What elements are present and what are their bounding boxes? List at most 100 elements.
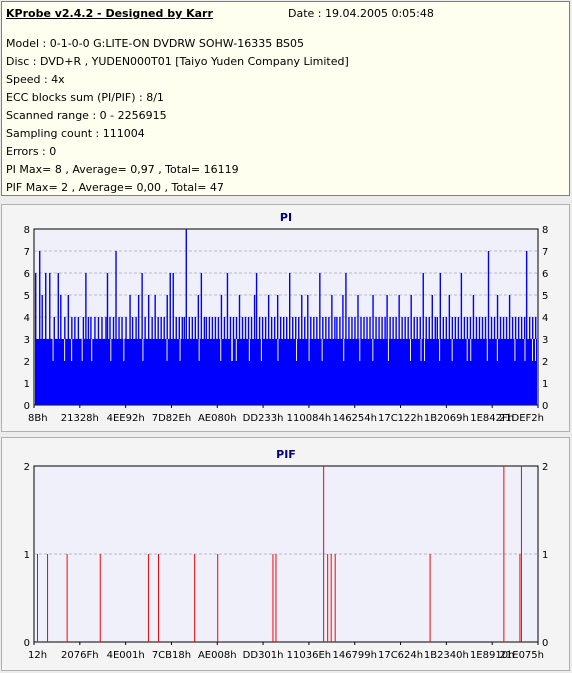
pi-bar	[419, 317, 421, 339]
range-line: Scanned range : 0 - 2256915	[6, 109, 167, 122]
pi-dip	[235, 339, 237, 361]
pi-dip	[296, 339, 298, 361]
pi-bar	[357, 295, 359, 339]
pi-bar	[531, 317, 534, 339]
pi-bar	[466, 317, 469, 339]
pi-bar	[115, 251, 117, 339]
pi-ytick-right: 2	[542, 357, 548, 368]
pi-bar	[493, 317, 496, 339]
pi-bar	[395, 317, 397, 339]
pi-bar	[169, 273, 171, 339]
pi-ytick-left: 7	[24, 247, 30, 258]
pif-ytick-left: 0	[24, 638, 30, 649]
pi-bar	[523, 317, 526, 339]
pi-bar	[74, 317, 76, 339]
pif-xtick-label: 1E8910h	[470, 650, 514, 661]
pi-bar	[478, 317, 481, 339]
pi-dip	[534, 339, 536, 361]
pif-ytick-left: 2	[24, 462, 30, 473]
pif-xtick-label: 7CB18h	[152, 650, 191, 661]
pi-bar	[238, 295, 241, 339]
pi-bar	[416, 317, 418, 339]
pif-ytick-right: 2	[542, 462, 548, 473]
pi-bar	[319, 273, 321, 339]
pi-bar	[250, 317, 253, 339]
pi-dip	[123, 339, 125, 361]
pi-bar	[178, 317, 180, 339]
pi-ytick-left: 0	[24, 401, 30, 412]
pi-ytick-left: 6	[24, 269, 30, 280]
pi-bar	[160, 317, 162, 339]
pi-bar	[53, 317, 55, 339]
pi-bar	[144, 317, 146, 339]
pi-dip	[71, 339, 73, 361]
pi-bar	[451, 317, 454, 339]
pi-bar	[188, 317, 191, 339]
pi-title: PI	[280, 211, 292, 224]
pif-xtick-label: 11036Eh	[287, 650, 331, 661]
pi-bar	[375, 317, 377, 339]
pi-dip	[231, 339, 233, 361]
pi-bar	[325, 317, 327, 339]
pi-dip	[451, 339, 453, 361]
pi-bar	[434, 317, 436, 339]
pi-bar	[313, 317, 315, 339]
pi-bar	[425, 317, 427, 339]
pi-bar	[45, 273, 47, 339]
pi-xtick-label: 1B2069h	[424, 413, 469, 424]
pi-bar	[200, 273, 203, 339]
pi-bar	[279, 317, 282, 339]
disc-line: Disc : DVD+R , YUDEN000T01 [Taiyo Yuden …	[6, 55, 349, 68]
pi-dip	[110, 339, 112, 361]
pi-dip	[308, 339, 310, 361]
pi-bar	[137, 295, 140, 339]
pi-bar	[157, 317, 159, 339]
app-title: KProbe v2.4.2 - Designed by Karr	[6, 7, 213, 20]
pi-bar	[475, 317, 478, 339]
pi-ytick-left: 5	[24, 291, 30, 302]
pi-dip	[343, 339, 345, 361]
pi-bar	[505, 317, 508, 339]
pi-bar	[292, 317, 294, 339]
pi-ytick-right: 4	[542, 313, 548, 324]
pi-bar	[208, 317, 211, 339]
pi-bar	[97, 317, 100, 339]
pi-xtick-label: 8Bh	[28, 413, 48, 424]
pi-bar	[445, 317, 448, 339]
pi-bar	[436, 317, 438, 339]
pi-bar	[295, 317, 297, 339]
pi-dip	[372, 339, 374, 361]
pi-bar	[378, 317, 380, 339]
pi-bar	[229, 317, 232, 339]
pi-bar	[267, 295, 270, 339]
pi-bar	[442, 317, 445, 339]
pi-bar	[151, 317, 153, 339]
pi-bar	[386, 295, 388, 339]
pi-bar	[534, 317, 537, 339]
pif-xtick-label: 12h	[28, 650, 47, 661]
pi-bar	[131, 317, 134, 339]
pi-bar	[197, 295, 200, 339]
pi-bar	[348, 317, 350, 339]
model-line: Model : 0-1-0-0 G:LITE-ON DVDRW SOHW-163…	[6, 37, 305, 50]
pi-bar	[118, 317, 120, 339]
pi-ytick-left: 8	[24, 225, 30, 236]
pi-dip	[486, 339, 488, 361]
pi-dip	[514, 339, 516, 361]
pi-ytick-right: 6	[542, 269, 548, 280]
pi-bar	[175, 317, 177, 339]
pi-dip	[409, 339, 411, 361]
pi-bar	[401, 317, 403, 339]
pi-bar	[525, 251, 528, 339]
pi-bar	[372, 295, 374, 339]
pi-bar	[431, 295, 433, 339]
pi-bar	[410, 295, 412, 339]
pif-xtick-label: AE008h	[198, 650, 237, 661]
pi-bar	[354, 317, 356, 339]
pi-bar	[166, 295, 168, 339]
pi-bar	[214, 317, 217, 339]
pi-bar	[223, 317, 226, 339]
pif-xtick-label: 2076Fh	[61, 650, 99, 661]
pi-bar	[360, 317, 362, 339]
pi-bar	[463, 317, 466, 339]
